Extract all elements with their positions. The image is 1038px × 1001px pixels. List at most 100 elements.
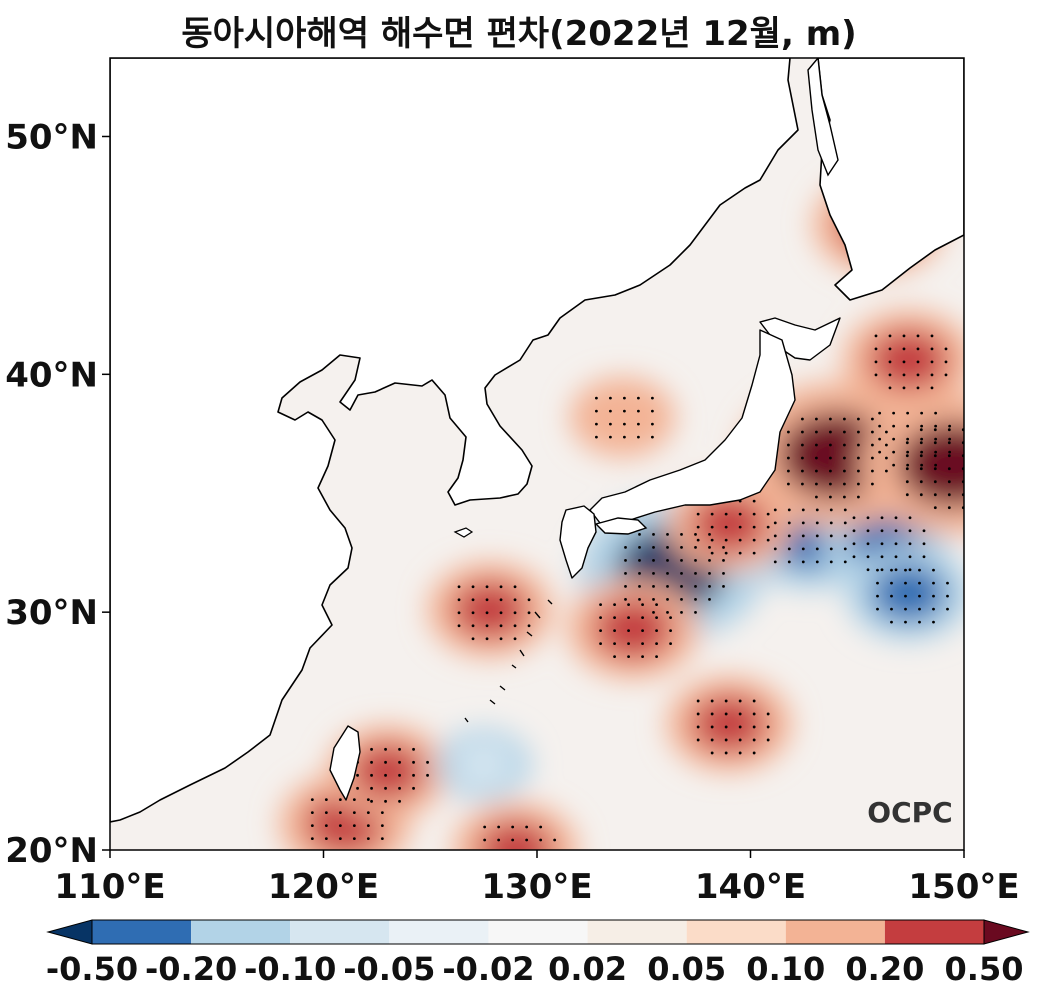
significance-dot [527, 598, 531, 602]
x-tick-label: 110°E [54, 867, 165, 907]
x-axis: 110°E 120°E 130°E 140°E 150°E [54, 850, 1020, 907]
ryukyu-islands [464, 599, 553, 723]
significance-dot [609, 396, 612, 400]
x-tick-label: 130°E [481, 867, 592, 907]
significance-dot [652, 584, 655, 588]
significance-dot [696, 725, 700, 729]
significance-dot [356, 773, 359, 777]
significance-dot [905, 493, 909, 497]
significance-dot [857, 456, 860, 460]
significance-dot [892, 463, 896, 467]
significance-dot [738, 699, 742, 703]
significance-dot [922, 555, 926, 559]
significance-dot [696, 525, 700, 529]
significance-dot [738, 725, 742, 729]
significance-dot [710, 551, 714, 555]
anomaly-core [692, 495, 767, 553]
significance-dot [652, 558, 655, 562]
significance-dot [724, 538, 728, 542]
significance-dot [857, 430, 860, 434]
significance-dot [787, 482, 790, 486]
significance-dot [947, 454, 951, 458]
colorbar-tick-label: -0.02 [442, 950, 534, 988]
significance-dot [627, 616, 630, 620]
significance-dot [787, 534, 791, 538]
significance-dot [525, 838, 529, 842]
significance-dot [932, 620, 935, 624]
significance-dot [908, 516, 912, 520]
significance-dot [380, 837, 384, 841]
anomaly-core [455, 742, 512, 786]
significance-dot [976, 467, 979, 470]
significance-dot [380, 824, 384, 828]
significance-dot [338, 798, 342, 802]
significance-dot [366, 837, 370, 841]
significance-dot [990, 480, 993, 483]
significance-dot [801, 560, 805, 564]
colorbar-tick-label: -0.20 [145, 950, 237, 988]
significance-dot [680, 545, 683, 549]
significance-dot [874, 360, 878, 364]
significance-dot [916, 360, 920, 364]
significance-dot [595, 396, 598, 400]
significance-dot [801, 521, 805, 525]
significance-dot [871, 482, 874, 486]
significance-dot [398, 760, 401, 764]
significance-dot [724, 725, 728, 729]
significance-dot [457, 598, 461, 602]
significance-dot [919, 480, 923, 484]
significance-dot [829, 508, 833, 512]
significance-dot [398, 799, 401, 803]
significance-dot [366, 824, 370, 828]
significance-dot [902, 386, 906, 390]
significance-dot [932, 568, 935, 572]
plot-area [110, 58, 1007, 855]
significance-dot [829, 534, 833, 538]
significance-dot [310, 811, 314, 815]
x-tick-label: 120°E [268, 867, 379, 907]
significance-dot [613, 642, 616, 646]
significance-dot [933, 428, 937, 432]
significance-dot [710, 738, 714, 742]
significance-dot [638, 545, 641, 549]
significance-dot [876, 581, 879, 585]
significance-dot [724, 738, 728, 742]
significance-dot [773, 560, 777, 564]
colorbar-tick-label: -0.05 [343, 950, 435, 988]
significance-dot [324, 798, 328, 802]
significance-dot [815, 495, 818, 499]
colorbar-tick-label: 0.20 [845, 950, 924, 988]
significance-dot [738, 738, 742, 742]
colorbar-segment [488, 920, 588, 944]
significance-dot [815, 456, 818, 460]
significance-dot [888, 373, 892, 377]
significance-dot [871, 443, 874, 447]
significance-dot [934, 437, 938, 441]
y-tick-label: 20°N [5, 831, 98, 871]
significance-dot [352, 798, 356, 802]
significance-dot [906, 437, 910, 441]
significance-dot [829, 521, 833, 525]
significance-dot [623, 409, 626, 413]
significance-dot [710, 699, 714, 703]
significance-dot [513, 598, 517, 602]
significance-dot [815, 508, 819, 512]
significance-dot [497, 852, 500, 855]
significance-dot [918, 568, 921, 572]
significance-dot [338, 811, 342, 815]
significance-dot [948, 437, 952, 441]
significance-dot [815, 534, 819, 538]
significance-dot [724, 512, 728, 516]
significance-dot [412, 760, 415, 764]
significance-dot [1004, 467, 1007, 470]
significance-dot [766, 725, 770, 729]
significance-dot [843, 482, 846, 486]
significance-dot [801, 417, 804, 421]
significance-dot [370, 760, 373, 764]
significance-dot [539, 825, 543, 829]
significance-dot [902, 360, 906, 364]
significance-dot [843, 560, 847, 564]
significance-dot [894, 542, 898, 546]
significance-dot [637, 396, 640, 400]
significance-dot [485, 624, 489, 628]
